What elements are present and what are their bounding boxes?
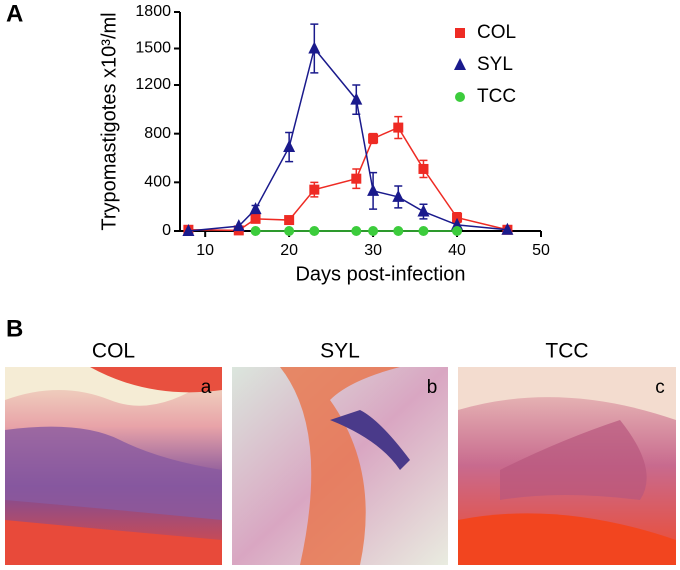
marker — [367, 183, 380, 196]
marker — [250, 213, 261, 224]
y-tick-label: 1200 — [135, 76, 171, 93]
y-tick-label: 400 — [144, 174, 171, 191]
marker — [501, 222, 514, 235]
marker — [393, 226, 404, 236]
legend-marker — [454, 58, 466, 70]
legend-marker — [455, 92, 465, 102]
histology-a — [5, 367, 222, 565]
legend-label: COL — [477, 22, 516, 43]
y-tick-label: 0 — [162, 222, 171, 239]
histology-b — [232, 367, 448, 565]
marker — [350, 92, 363, 105]
marker — [250, 226, 261, 236]
marker — [308, 41, 321, 54]
marker — [417, 204, 430, 217]
marker — [309, 184, 320, 195]
x-tick-label: 40 — [448, 242, 466, 259]
legend-label: SYL — [477, 54, 513, 75]
marker — [284, 226, 295, 236]
marker — [351, 173, 362, 184]
histology-c — [458, 367, 676, 565]
marker — [283, 140, 296, 153]
image-title: SYL — [320, 340, 360, 363]
image-letter: b — [427, 377, 438, 398]
x-tick-label: 20 — [280, 242, 298, 259]
legend-marker — [455, 28, 465, 38]
marker — [452, 226, 463, 236]
marker — [451, 217, 464, 230]
panel-label: A — [6, 0, 23, 27]
y-axis-title: Trypomastigotes x10³/ml — [98, 12, 120, 230]
x-tick-label: 10 — [196, 242, 214, 259]
marker — [393, 122, 404, 133]
x-axis-title: Days post-infection — [295, 263, 465, 285]
marker — [309, 226, 320, 236]
marker — [351, 226, 362, 236]
marker — [392, 189, 405, 202]
marker — [368, 133, 379, 144]
panel-label: B — [6, 315, 23, 342]
legend-label: TCC — [477, 86, 516, 107]
image-letter: a — [201, 377, 212, 398]
y-tick-label: 1500 — [135, 40, 171, 57]
x-tick-label: 30 — [364, 242, 382, 259]
marker — [232, 219, 245, 232]
marker — [249, 202, 262, 215]
y-tick-label: 1800 — [135, 3, 171, 20]
image-title: TCC — [545, 340, 588, 363]
marker — [452, 212, 463, 223]
x-tick-label: 50 — [532, 242, 550, 259]
y-tick-label: 800 — [144, 125, 171, 142]
marker — [368, 226, 379, 236]
marker — [418, 163, 429, 174]
marker — [284, 215, 295, 226]
marker — [418, 226, 429, 236]
series-line — [188, 46, 508, 232]
marker — [182, 224, 195, 236]
image-title: COL — [92, 340, 135, 363]
image-letter: c — [655, 377, 665, 398]
